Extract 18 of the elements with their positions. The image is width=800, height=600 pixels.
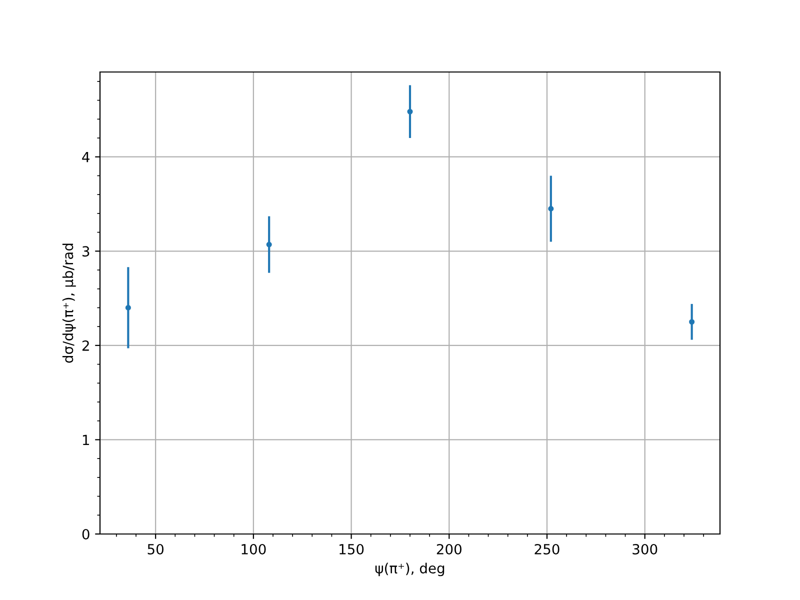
y-tick-label: 2 — [82, 340, 89, 351]
x-tick-label: 50 — [148, 544, 164, 554]
point — [266, 242, 272, 248]
point — [689, 319, 695, 325]
y-tick-label: 1 — [82, 434, 89, 445]
y-axis-title: dσ/dψ(π⁺), μb/rad — [62, 244, 76, 363]
y-tick-label: 0 — [82, 528, 90, 540]
x-axis-title: ψ(π⁺), deg — [375, 562, 444, 576]
x-tick-label: 250 — [534, 544, 560, 554]
point — [548, 206, 554, 212]
x-tick-label: 150 — [340, 544, 364, 554]
x-tick-label: 100 — [242, 544, 266, 554]
y-tick-label: 4 — [82, 152, 90, 162]
point — [407, 108, 413, 114]
point — [125, 304, 131, 310]
x-tick-label: 300 — [632, 544, 658, 554]
x-tick-label: 200 — [436, 544, 462, 554]
y-tick-label: 3 — [82, 246, 90, 257]
